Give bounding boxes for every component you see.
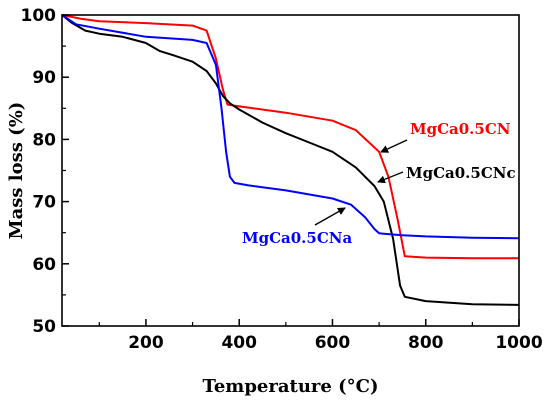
series-line-mgca0-5cnc (61, 14, 520, 306)
y-tick-label: 60 (32, 255, 56, 275)
y-tick-label: 70 (32, 193, 56, 213)
annotation-arrow (314, 207, 346, 226)
x-tick-label: 1000 (495, 333, 542, 353)
annotation-arrow (380, 139, 408, 153)
x-tick-label: 200 (128, 333, 164, 353)
annotation-label-mgca0-5cna: MgCa0.5CNa (242, 229, 352, 247)
y-tick-label: 100 (21, 6, 57, 26)
x-tick-label: 600 (315, 333, 351, 353)
x-tick-label: 400 (221, 333, 257, 353)
series-line-mgca0-5cna (61, 14, 520, 240)
y-axis-label: Mass loss (%) (6, 102, 27, 240)
y-tick-label: 80 (32, 130, 56, 150)
x-tick-label: 800 (408, 333, 444, 353)
annotation-label-mgca0-5cn: MgCa0.5CN (410, 120, 511, 138)
y-tick-label: 90 (32, 68, 56, 88)
annotation-arrow (377, 171, 404, 184)
x-axis-label: Temperature (°C) (203, 376, 379, 397)
annotation-label-mgca0-5cnc: MgCa0.5CNc (406, 164, 516, 182)
y-tick-label: 50 (32, 317, 56, 337)
series-line-mgca0-5cn (61, 14, 519, 260)
